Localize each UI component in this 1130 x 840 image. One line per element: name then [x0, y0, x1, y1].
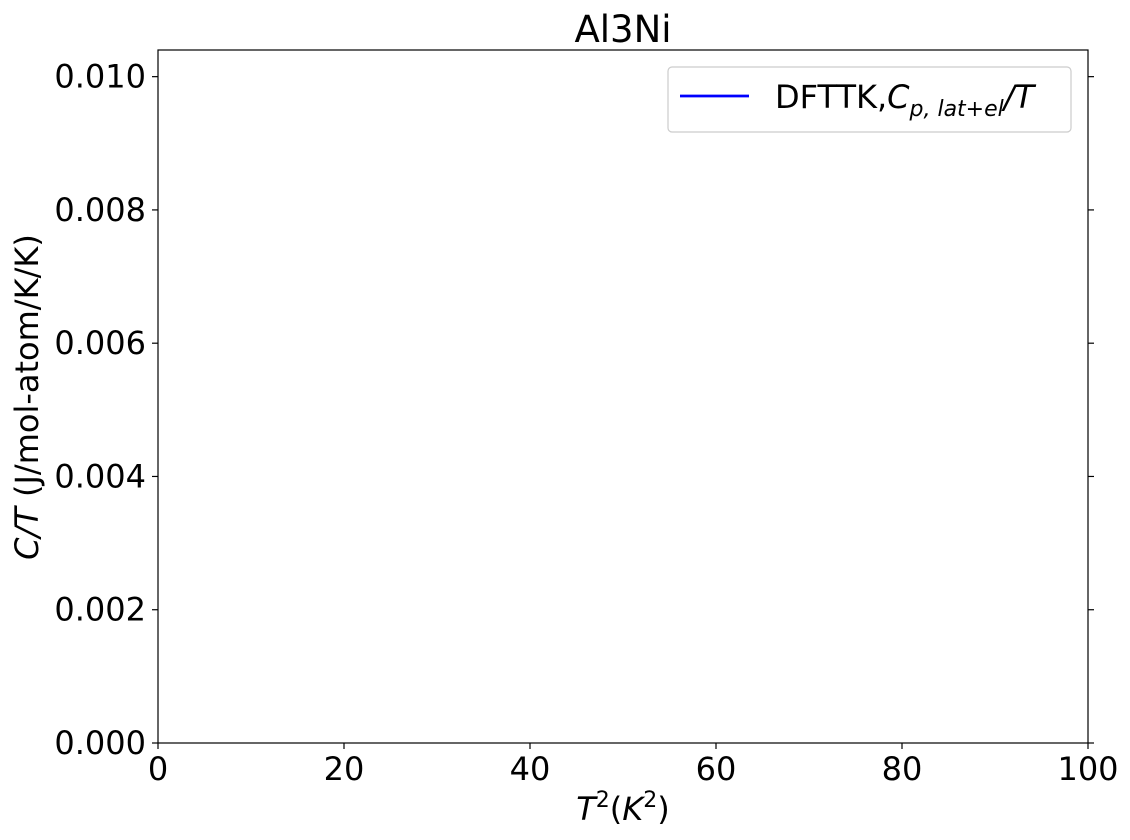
- legend-entry-math-sub: p, lat+el: [909, 97, 1004, 122]
- legend-entry-math-suffix: /T: [1001, 78, 1037, 116]
- chart-title: Al3Ni: [574, 8, 671, 51]
- x-axis-label-paren-open: (: [610, 790, 622, 828]
- x-axis-label-unit-sup: 2: [643, 788, 657, 813]
- y-tick-label: 0.006: [54, 324, 146, 362]
- legend-entry-math-base: C: [887, 78, 910, 116]
- x-tick-label: 20: [324, 750, 365, 788]
- x-tick-label: 60: [696, 750, 737, 788]
- y-axis-label-math: C/T: [8, 505, 46, 560]
- x-tick-label: 100: [1057, 750, 1118, 788]
- y-axis-ticks: 0.000 0.002 0.004 0.006 0.008 0.010: [54, 58, 158, 762]
- x-axis-label-paren-close: ): [657, 790, 669, 828]
- x-tick-label: 80: [882, 750, 923, 788]
- plot-area-frame: [157, 49, 1089, 744]
- y-tick-label: 0.008: [54, 191, 146, 229]
- legend-box: [667, 66, 1072, 133]
- y-axis-label-text: (J/mol-atom/K/K): [8, 234, 46, 507]
- y-axis-right-ticks: [1088, 76, 1094, 744]
- x-tick-label: 0: [148, 750, 168, 788]
- y-tick-label: 0.000: [54, 724, 146, 762]
- x-axis-label-sup: 2: [596, 788, 610, 813]
- legend: DFTTK,Cp, lat+el/T: [667, 66, 1072, 133]
- y-tick-label: 0.002: [54, 591, 146, 629]
- x-axis-label: T2(K2): [576, 788, 670, 828]
- x-axis-label-unit: K: [622, 790, 646, 828]
- x-axis-label-base: T: [576, 790, 598, 828]
- legend-entry: DFTTK,Cp, lat+el/T: [775, 78, 1037, 122]
- x-tick-label: 40: [510, 750, 551, 788]
- x-axis-ticks: 0 20 40 60 80 100: [148, 743, 1119, 788]
- y-tick-label: 0.004: [54, 457, 146, 495]
- legend-entry-prefix: DFTTK,: [775, 78, 887, 116]
- y-axis-label: C/T (J/mol-atom/K/K): [8, 234, 46, 560]
- y-tick-label: 0.010: [54, 58, 146, 96]
